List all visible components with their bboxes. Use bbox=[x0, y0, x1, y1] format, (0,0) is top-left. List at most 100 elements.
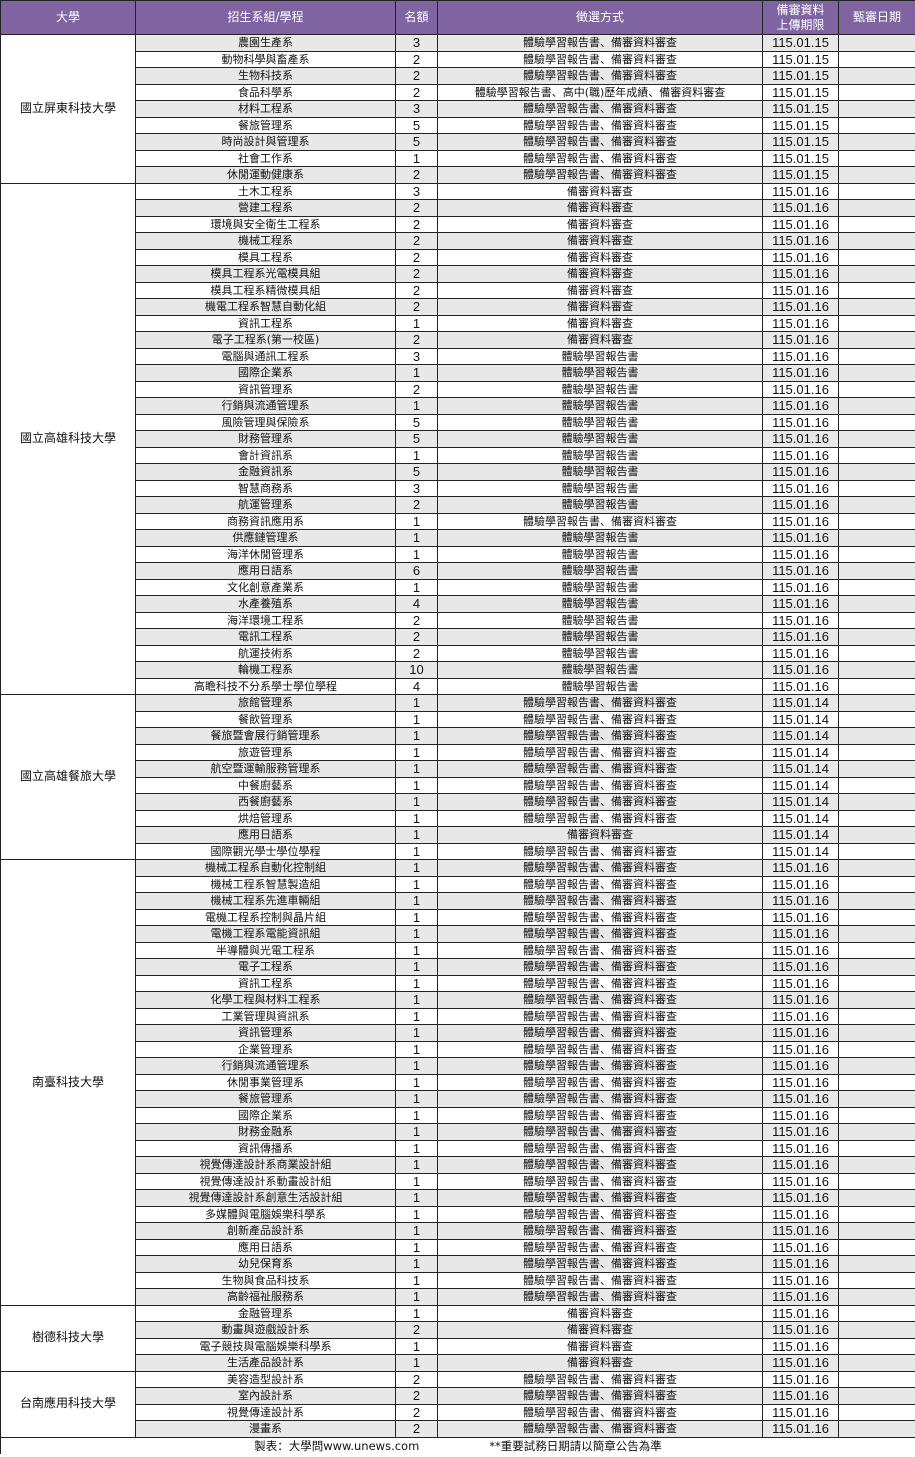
review-date-cell bbox=[838, 1271, 915, 1289]
deadline-cell: 115.01.16 bbox=[762, 611, 839, 629]
method-cell: 體驗學習報告書、備審資料審查 bbox=[437, 892, 763, 910]
program-cell: 半導體與光電工程系 bbox=[135, 941, 396, 959]
method-cell: 體驗學習報告書 bbox=[437, 347, 763, 365]
program-cell: 中餐廚藝系 bbox=[135, 776, 396, 794]
quota-cell: 1 bbox=[395, 1139, 438, 1157]
review-date-cell bbox=[838, 710, 915, 728]
deadline-cell: 115.01.16 bbox=[762, 446, 839, 464]
deadline-cell: 115.01.16 bbox=[762, 875, 839, 893]
quota-cell: 1 bbox=[395, 809, 438, 827]
method-cell: 體驗學習報告書 bbox=[437, 380, 763, 398]
review-date-cell bbox=[838, 265, 915, 283]
method-cell: 備審資料審查 bbox=[437, 826, 763, 844]
program-cell: 航運管理系 bbox=[135, 496, 396, 514]
program-cell: 休閒事業管理系 bbox=[135, 1073, 396, 1091]
deadline-cell: 115.01.16 bbox=[762, 1321, 839, 1339]
review-date-cell bbox=[838, 116, 915, 134]
review-date-cell bbox=[838, 166, 915, 184]
quota-cell: 2 bbox=[395, 199, 438, 217]
deadline-cell: 115.01.16 bbox=[762, 1238, 839, 1256]
deadline-cell: 115.01.16 bbox=[762, 1172, 839, 1190]
review-date-cell bbox=[838, 397, 915, 415]
deadline-cell: 115.01.15 bbox=[762, 67, 839, 85]
review-date-cell bbox=[838, 991, 915, 1009]
program-cell: 材料工程系 bbox=[135, 100, 396, 118]
table-row: 餐旅管理系 1 體驗學習報告書、備審資料審查 115.01.16 bbox=[1, 1090, 915, 1108]
deadline-cell: 115.01.15 bbox=[762, 100, 839, 118]
table-row: 食品科學系 2 體驗學習報告書、高中(職)歷年成績、備審資料審查 115.01.15 bbox=[1, 83, 915, 101]
table-row: 國立高雄餐旅大學 旅館管理系 1 體驗學習報告書、備審資料審查 115.01.14 bbox=[0, 694, 915, 860]
method-cell: 體驗學習報告書、備審資料審查 bbox=[437, 1139, 763, 1157]
program-cell: 機械工程系先進車輛組 bbox=[135, 892, 396, 910]
table-row: 資訊管理系 1 體驗學習報告書、備審資料審查 115.01.16 bbox=[1, 1024, 915, 1042]
table-row: 智慧商務系 3 體驗學習報告書 115.01.16 bbox=[1, 479, 915, 497]
method-cell: 體驗學習報告書 bbox=[437, 644, 763, 662]
table-row: 國際觀光學士學位學程 1 體驗學習報告書、備審資料審查 115.01.14 bbox=[1, 842, 915, 860]
quota-cell: 5 bbox=[395, 116, 438, 134]
review-date-cell bbox=[838, 776, 915, 794]
program-cell: 農園生產系 bbox=[135, 34, 396, 52]
review-date-cell bbox=[838, 1090, 915, 1108]
table-row: 財務管理系 5 體驗學習報告書 115.01.16 bbox=[1, 430, 915, 448]
program-cell: 美容造型設計系 bbox=[135, 1370, 396, 1388]
method-cell: 體驗學習報告書、備審資料審查 bbox=[437, 1288, 763, 1306]
review-date-cell bbox=[838, 479, 915, 497]
quota-cell: 2 bbox=[395, 1387, 438, 1405]
deadline-cell: 115.01.15 bbox=[762, 166, 839, 184]
quota-cell: 3 bbox=[395, 479, 438, 497]
table-row: 生物科技系 2 體驗學習報告書、備審資料審查 115.01.15 bbox=[1, 67, 915, 85]
quota-cell: 1 bbox=[395, 529, 438, 547]
method-cell: 體驗學習報告書、備審資料審查 bbox=[437, 859, 763, 877]
program-cell: 機械工程系 bbox=[135, 232, 396, 250]
deadline-cell: 115.01.16 bbox=[762, 578, 839, 596]
deadline-cell: 115.01.16 bbox=[762, 677, 839, 695]
table-row: 金融資訊系 5 體驗學習報告書 115.01.16 bbox=[1, 463, 915, 481]
quota-cell: 5 bbox=[395, 463, 438, 481]
program-cell: 水產養殖系 bbox=[135, 595, 396, 613]
quota-cell: 1 bbox=[395, 1007, 438, 1025]
table-row: 財務金融系 1 體驗學習報告書、備審資料審查 115.01.16 bbox=[1, 1123, 915, 1141]
table-row: 視覺傳達設計系商業設計組 1 體驗學習報告書、備審資料審查 115.01.16 bbox=[1, 1156, 915, 1174]
review-date-cell bbox=[838, 1172, 915, 1190]
quota-cell: 1 bbox=[395, 925, 438, 943]
program-cell: 資訊傳播系 bbox=[135, 1139, 396, 1157]
review-date-cell bbox=[838, 248, 915, 266]
deadline-cell: 115.01.16 bbox=[762, 1090, 839, 1108]
quota-cell: 1 bbox=[395, 314, 438, 332]
method-cell: 體驗學習報告書 bbox=[437, 397, 763, 415]
table-row: 南臺科技大學 機械工程系自動化控制組 1 體驗學習報告書、備審資料審查 115.01.1… bbox=[0, 859, 915, 1306]
review-date-cell bbox=[838, 430, 915, 448]
deadline-cell: 115.01.16 bbox=[762, 1189, 839, 1207]
review-date-cell bbox=[838, 67, 915, 85]
program-cell: 風險管理與保險系 bbox=[135, 413, 396, 431]
review-date-cell bbox=[838, 1073, 915, 1091]
deadline-cell: 115.01.16 bbox=[762, 479, 839, 497]
review-date-cell bbox=[838, 413, 915, 431]
quota-cell: 2 bbox=[395, 232, 438, 250]
table-row: 化學工程與材料工程系 1 體驗學習報告書、備審資料審查 115.01.16 bbox=[1, 991, 915, 1009]
table-row: 中餐廚藝系 1 體驗學習報告書、備審資料審查 115.01.14 bbox=[1, 776, 915, 794]
method-cell: 體驗學習報告書、備審資料審查 bbox=[437, 793, 763, 811]
method-cell: 體驗學習報告書、備審資料審查 bbox=[437, 875, 763, 893]
program-cell: 視覺傳達設計系 bbox=[135, 1403, 396, 1421]
university-cell: 台南應用科技大學 bbox=[0, 1370, 136, 1438]
table-row: 風險管理與保險系 5 體驗學習報告書 115.01.16 bbox=[1, 413, 915, 431]
program-cell: 休閒運動健康系 bbox=[135, 166, 396, 184]
quota-cell: 2 bbox=[395, 248, 438, 266]
table-row: 休閒運動健康系 2 體驗學習報告書、備審資料審查 115.01.15 bbox=[1, 166, 915, 184]
review-date-cell bbox=[838, 892, 915, 910]
header-program: 招生系組/學程 bbox=[135, 0, 396, 35]
method-cell: 體驗學習報告書、備審資料審查 bbox=[437, 149, 763, 167]
deadline-cell: 115.01.16 bbox=[762, 298, 839, 316]
program-cell: 電腦與通訊工程系 bbox=[135, 347, 396, 365]
review-date-cell bbox=[838, 677, 915, 695]
review-date-cell bbox=[838, 1321, 915, 1339]
program-cell: 輪機工程系 bbox=[135, 661, 396, 679]
table-row: 視覺傳達設計系創意生活設計組 1 體驗學習報告書、備審資料審查 115.01.16 bbox=[1, 1189, 915, 1207]
table-row: 休閒事業管理系 1 體驗學習報告書、備審資料審查 115.01.16 bbox=[1, 1073, 915, 1091]
program-cell: 電子工程系 bbox=[135, 958, 396, 976]
table-row: 行銷與流通管理系 1 體驗學習報告書 115.01.16 bbox=[1, 397, 915, 415]
deadline-cell: 115.01.15 bbox=[762, 83, 839, 101]
review-date-cell bbox=[838, 1189, 915, 1207]
review-date-cell bbox=[838, 512, 915, 530]
